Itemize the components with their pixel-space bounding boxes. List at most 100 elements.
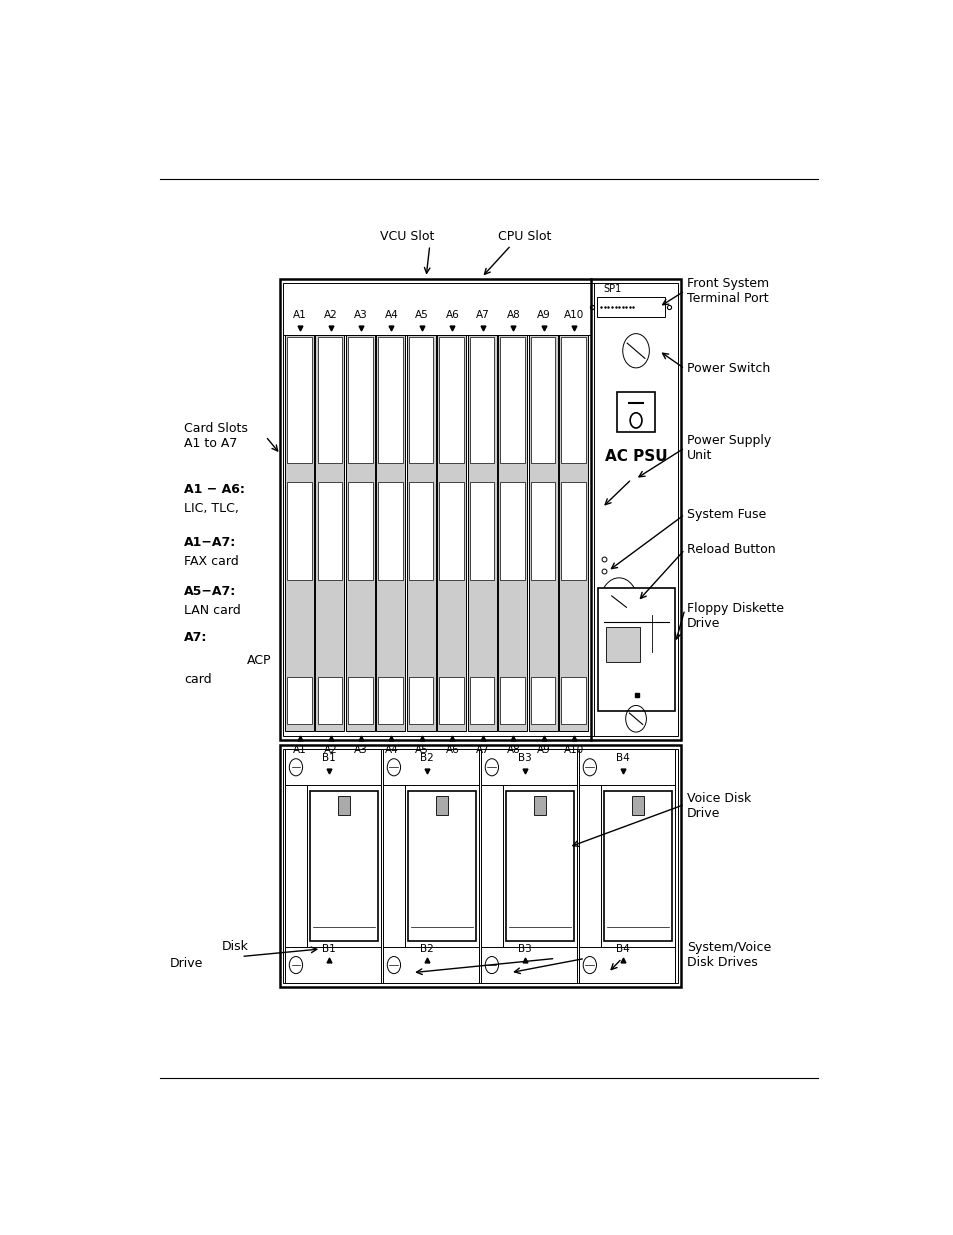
Bar xyxy=(382,750,478,983)
Text: B3: B3 xyxy=(517,944,532,953)
Text: LIC, TLC,: LIC, TLC, xyxy=(184,501,239,515)
Bar xyxy=(499,482,524,579)
Bar xyxy=(337,795,350,815)
Bar xyxy=(467,335,497,731)
Text: Power Supply
Unit: Power Supply Unit xyxy=(686,433,771,462)
Bar xyxy=(280,746,680,987)
Bar xyxy=(280,279,680,740)
Text: A6: A6 xyxy=(445,310,458,320)
Bar xyxy=(480,947,576,983)
Text: A7: A7 xyxy=(476,746,489,756)
Bar xyxy=(499,677,524,724)
Bar xyxy=(378,677,402,724)
Text: A2: A2 xyxy=(323,310,337,320)
Bar xyxy=(470,482,494,579)
Bar xyxy=(603,792,671,941)
Bar xyxy=(631,795,643,815)
Text: card: card xyxy=(184,673,212,687)
Bar xyxy=(530,677,555,724)
Bar xyxy=(533,795,545,815)
Bar xyxy=(285,335,314,731)
Bar xyxy=(283,283,678,736)
Bar xyxy=(317,482,342,579)
Text: A4: A4 xyxy=(384,746,398,756)
Bar xyxy=(287,337,312,463)
Bar xyxy=(497,335,526,731)
Text: Drive: Drive xyxy=(170,957,203,969)
Bar xyxy=(578,750,600,983)
Text: A2: A2 xyxy=(323,746,337,756)
Bar xyxy=(409,482,433,579)
Text: B3: B3 xyxy=(517,753,532,763)
Bar xyxy=(505,792,573,941)
Bar xyxy=(287,482,312,579)
Text: System/Voice
Disk Drives: System/Voice Disk Drives xyxy=(686,941,771,968)
Bar xyxy=(283,750,678,983)
Text: B1: B1 xyxy=(322,944,335,953)
Bar xyxy=(470,337,494,463)
Text: A7: A7 xyxy=(476,310,489,320)
Bar xyxy=(480,750,576,785)
Text: VCU Slot: VCU Slot xyxy=(380,230,435,243)
Bar xyxy=(375,335,405,731)
Text: A9: A9 xyxy=(537,310,550,320)
Text: Power Switch: Power Switch xyxy=(686,362,769,375)
Bar xyxy=(285,750,307,983)
Text: CPU Slot: CPU Slot xyxy=(497,230,551,243)
Text: A1−A7:: A1−A7: xyxy=(184,536,236,550)
Bar xyxy=(530,337,555,463)
Text: A5: A5 xyxy=(415,310,428,320)
Bar xyxy=(470,677,494,724)
Text: AC PSU: AC PSU xyxy=(604,448,667,463)
Bar xyxy=(499,337,524,463)
Text: A1 − A6:: A1 − A6: xyxy=(184,483,245,496)
Bar xyxy=(578,947,674,983)
Text: Card Slots
A1 to A7: Card Slots A1 to A7 xyxy=(184,422,248,451)
Bar xyxy=(436,795,447,815)
Bar xyxy=(597,296,664,317)
Bar xyxy=(480,750,576,983)
Text: Reload Button: Reload Button xyxy=(686,543,775,556)
Bar xyxy=(578,750,674,983)
Bar xyxy=(348,677,373,724)
Bar xyxy=(439,337,463,463)
Bar xyxy=(406,335,436,731)
Text: A6: A6 xyxy=(445,746,458,756)
Text: B2: B2 xyxy=(419,944,434,953)
Bar xyxy=(382,947,478,983)
Bar xyxy=(617,391,655,431)
Text: B4: B4 xyxy=(616,944,629,953)
Text: A4: A4 xyxy=(384,310,398,320)
Bar xyxy=(285,947,380,983)
Text: System Fuse: System Fuse xyxy=(686,508,765,521)
Bar xyxy=(436,335,466,731)
Bar xyxy=(578,750,674,785)
Text: Voice Disk
Drive: Voice Disk Drive xyxy=(686,793,751,820)
Text: A1: A1 xyxy=(293,310,307,320)
Bar xyxy=(439,482,463,579)
Text: A9: A9 xyxy=(537,746,550,756)
Text: A8: A8 xyxy=(506,310,519,320)
Bar xyxy=(598,588,675,711)
Text: A10: A10 xyxy=(563,310,584,320)
Text: A3: A3 xyxy=(354,746,368,756)
Bar xyxy=(409,677,433,724)
Bar xyxy=(287,677,312,724)
Bar xyxy=(439,677,463,724)
Text: A1: A1 xyxy=(293,746,307,756)
Text: A7:: A7: xyxy=(184,631,208,645)
Text: ACP: ACP xyxy=(246,655,271,667)
Bar xyxy=(378,482,402,579)
Bar xyxy=(315,335,344,731)
Bar xyxy=(560,482,585,579)
Bar xyxy=(382,750,405,983)
Bar xyxy=(558,335,587,731)
Bar xyxy=(560,677,585,724)
Bar xyxy=(560,337,585,463)
Bar xyxy=(409,337,433,463)
Text: B2: B2 xyxy=(419,753,434,763)
Bar xyxy=(317,677,342,724)
Bar xyxy=(378,337,402,463)
Text: A3: A3 xyxy=(354,310,368,320)
Text: B1: B1 xyxy=(322,753,335,763)
